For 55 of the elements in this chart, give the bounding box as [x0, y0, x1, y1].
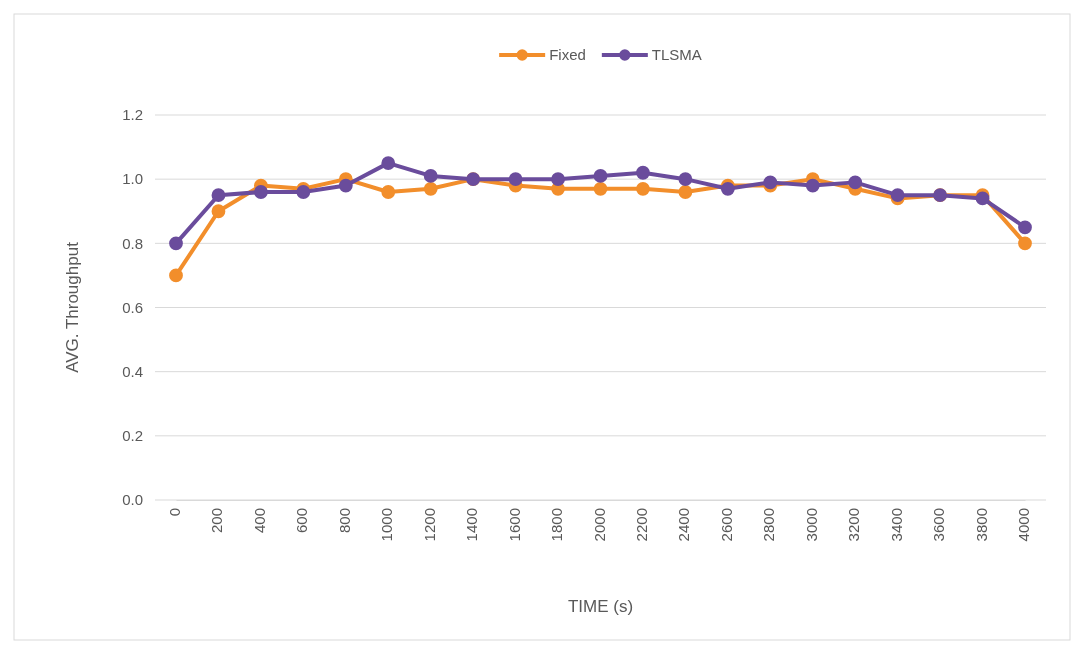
x-tick-label: 2800	[760, 508, 778, 542]
point	[296, 185, 311, 199]
x-tick-label: 2200	[632, 508, 650, 542]
x-tick-label: 1000	[378, 508, 396, 542]
x-tick-label: 0	[166, 508, 183, 517]
x-tick-label: 3400	[887, 508, 905, 542]
point	[551, 172, 565, 187]
x-tick-label: 3800	[972, 508, 990, 542]
x-tick-label: 1200	[420, 508, 438, 542]
x-tick-label: 600	[293, 508, 311, 534]
point	[169, 268, 183, 283]
point	[169, 236, 183, 251]
x-tick-label: 800	[335, 508, 353, 534]
point	[678, 172, 693, 187]
point	[636, 181, 650, 196]
y-tick-label: 1.2	[122, 106, 143, 124]
x-tick-label: 3600	[930, 508, 948, 542]
point	[848, 175, 863, 190]
x-tick-label: 200	[208, 508, 226, 534]
point	[508, 172, 523, 187]
x-tick-label: 2600	[717, 508, 735, 542]
point	[338, 178, 353, 193]
point	[593, 181, 608, 196]
point	[1018, 236, 1032, 251]
point	[381, 185, 396, 199]
y-tick-label: 0.6	[122, 298, 143, 316]
point	[805, 178, 820, 193]
point	[211, 188, 226, 203]
point	[636, 165, 650, 180]
x-axis-title: TIME (s)	[567, 597, 634, 616]
y-tick-label: 0.0	[122, 491, 143, 509]
point	[253, 185, 268, 199]
y-tick-label: 0.4	[122, 362, 143, 380]
point	[423, 181, 438, 196]
x-tick-label: 2400	[675, 508, 693, 542]
x-tick-label: 1600	[505, 508, 523, 542]
point	[211, 204, 226, 219]
point	[593, 169, 608, 183]
x-tick-label: 400	[250, 508, 268, 534]
legend-label: TLSMA	[651, 46, 702, 63]
y-tick-label: 1.0	[122, 170, 143, 188]
y-tick-label: 0.2	[122, 427, 143, 445]
y-axis-title: AVG. Throughput	[63, 241, 82, 373]
x-tick-label: 3200	[845, 508, 863, 542]
point	[678, 185, 693, 199]
x-tick-label: 2000	[590, 508, 608, 542]
legend-label: Fixed	[549, 46, 586, 63]
x-tick-label: 3000	[802, 508, 820, 542]
y-tick-label: 0.8	[122, 234, 143, 252]
point	[1018, 220, 1032, 235]
x-tick-label: 1800	[548, 508, 566, 542]
x-tick-label: 4000	[1015, 508, 1032, 542]
point	[381, 156, 396, 171]
x-tick-label: 1400	[463, 508, 481, 542]
point	[423, 169, 438, 183]
